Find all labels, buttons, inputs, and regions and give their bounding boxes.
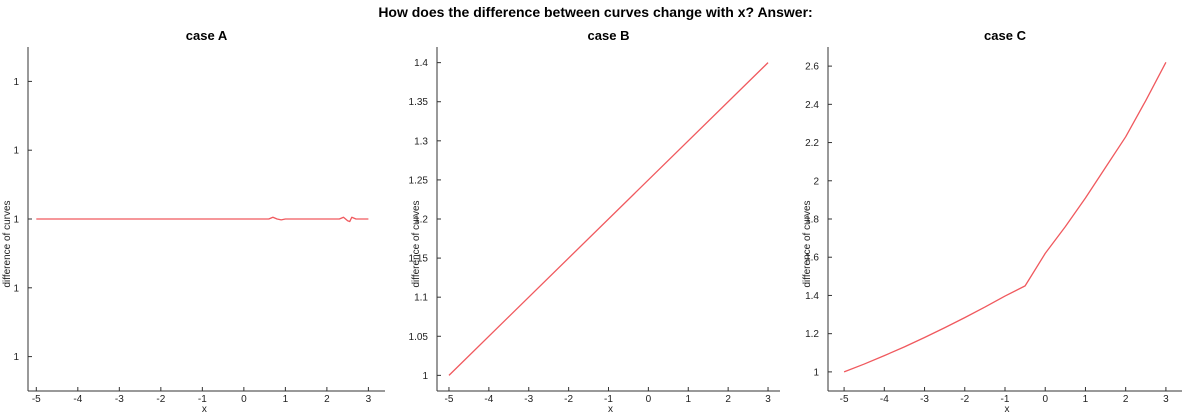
x-tick-label: -2	[156, 394, 165, 405]
y-tick-label: 2.4	[805, 100, 819, 111]
x-tick-label: -2	[960, 394, 969, 405]
chart-title: case A	[186, 28, 228, 43]
y-tick-label: 2.2	[805, 138, 819, 149]
chart-title: case B	[588, 28, 630, 43]
series-line-1	[843, 61, 1167, 373]
chart-title: case C	[984, 28, 1027, 43]
x-tick-label: -1	[1001, 394, 1010, 405]
x-tick-label: -5	[840, 394, 849, 405]
x-axis-label: x	[1005, 404, 1010, 415]
y-tick-label: 1.25	[409, 175, 429, 186]
x-tick-label: -3	[524, 394, 533, 405]
x-tick-label: -5	[32, 394, 41, 405]
x-tick-label: 1	[1083, 394, 1089, 405]
y-tick-label: 1	[13, 352, 19, 363]
y-tick-label: 1.35	[409, 97, 429, 108]
x-axis-label: x	[202, 404, 207, 415]
x-tick-label: 2	[1123, 394, 1129, 405]
y-tick-label: 2	[813, 176, 819, 187]
x-tick-label: -2	[564, 394, 573, 405]
x-tick-label: 2	[725, 394, 731, 405]
y-tick-label: 1.05	[409, 332, 429, 343]
y-tick-label: 1	[13, 215, 19, 226]
x-tick-label: -1	[604, 394, 613, 405]
x-tick-label: 3	[1163, 394, 1169, 405]
y-tick-label: 1.2	[414, 215, 428, 226]
x-tick-label: 0	[1042, 394, 1048, 405]
x-tick-label: 1	[283, 394, 289, 405]
y-tick-label: 1	[13, 283, 19, 294]
x-tick-label: 3	[765, 394, 771, 405]
y-tick-label: 1.4	[414, 58, 428, 69]
y-tick-label: 1.2	[805, 329, 819, 340]
x-tick-label: -4	[484, 394, 493, 405]
figure-title: How does the difference between curves c…	[378, 4, 813, 20]
x-tick-label: 0	[241, 394, 247, 405]
y-tick-label: 1.4	[805, 291, 819, 302]
chart-panel-3: case C -5 -4 -3 -2 -1 0 1 2 3 1 1.2 1.4 1.6 1.8 2 2.2 2.4…	[802, 28, 1182, 415]
x-tick-label: 1	[685, 394, 691, 405]
y-tick-label: 1	[422, 371, 428, 382]
y-tick-label: 1	[13, 77, 19, 88]
y-tick-label: 1.8	[805, 215, 819, 226]
chart-panel-1: case A -5 -4 -3 -2 -1 0 1 2 3 1 1 1 1 1 x difference of …	[2, 28, 385, 415]
x-tick-label: 2	[324, 394, 330, 405]
x-tick-label: 3	[366, 394, 372, 405]
chart-panel-2: case B -5 -4 -3 -2 -1 0 1 2 3 1 1.05 1.1 1.15 1.2 1.25 1…	[409, 28, 780, 415]
y-tick-label: 1.1	[414, 293, 428, 304]
x-tick-label: -4	[880, 394, 889, 405]
x-tick-label: -3	[920, 394, 929, 405]
y-tick-label: 1	[813, 367, 819, 378]
series-line-1	[448, 62, 769, 376]
x-tick-label: -1	[198, 394, 207, 405]
y-axis-label: difference of curves	[2, 200, 13, 287]
y-axis-label: difference of curves	[411, 200, 422, 287]
x-tick-label: 0	[646, 394, 652, 405]
y-tick-label: 1.15	[409, 254, 429, 265]
y-tick-label: 1	[13, 146, 19, 157]
x-tick-label: -3	[115, 394, 124, 405]
x-axis-label: x	[608, 404, 613, 415]
y-tick-label: 1.3	[414, 136, 428, 147]
y-tick-label: 2.6	[805, 62, 819, 73]
series-line-1	[36, 216, 369, 223]
x-tick-label: -4	[73, 394, 82, 405]
y-tick-label: 1.6	[805, 253, 819, 264]
x-tick-label: -5	[445, 394, 454, 405]
y-axis-label: difference of curves	[802, 200, 813, 287]
